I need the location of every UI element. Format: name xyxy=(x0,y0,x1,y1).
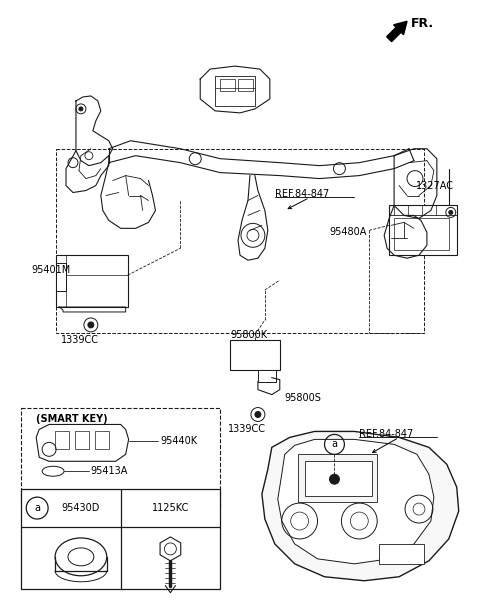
Text: 1339CC: 1339CC xyxy=(61,335,99,345)
Text: a: a xyxy=(332,439,337,449)
Polygon shape xyxy=(278,439,434,564)
Bar xyxy=(95,431,109,449)
Bar xyxy=(298,454,377,502)
Text: 95430D: 95430D xyxy=(62,503,100,513)
Text: 95480A: 95480A xyxy=(329,227,367,237)
Text: (SMART KEY): (SMART KEY) xyxy=(36,414,108,425)
Bar xyxy=(379,544,424,564)
Circle shape xyxy=(329,474,339,484)
Ellipse shape xyxy=(42,466,64,476)
Text: 95800K: 95800K xyxy=(230,330,267,340)
Text: 95800S: 95800S xyxy=(285,392,322,403)
Bar xyxy=(75,431,89,449)
Text: a: a xyxy=(34,503,40,513)
Bar xyxy=(220,79,235,91)
Ellipse shape xyxy=(55,538,107,576)
Bar xyxy=(215,76,255,106)
Bar xyxy=(389,206,457,255)
Bar xyxy=(55,431,69,449)
Bar xyxy=(56,149,424,333)
Bar xyxy=(305,461,372,496)
Text: 1327AC: 1327AC xyxy=(416,181,454,190)
Circle shape xyxy=(88,322,94,328)
Bar xyxy=(21,489,220,589)
Text: 95413A: 95413A xyxy=(91,466,128,476)
Text: REF.84-847: REF.84-847 xyxy=(360,430,414,439)
Bar xyxy=(21,408,220,507)
Text: 95440K: 95440K xyxy=(160,436,198,446)
Bar xyxy=(56,255,128,307)
Bar xyxy=(258,370,276,382)
Bar xyxy=(238,79,253,91)
Text: 95401M: 95401M xyxy=(31,265,71,275)
Polygon shape xyxy=(262,431,459,581)
Circle shape xyxy=(449,211,453,214)
Ellipse shape xyxy=(68,548,94,566)
Text: 1339CC: 1339CC xyxy=(228,425,266,435)
Circle shape xyxy=(79,107,83,111)
Text: 1125KC: 1125KC xyxy=(152,503,189,513)
Bar xyxy=(56,263,66,291)
Circle shape xyxy=(255,411,261,417)
FancyArrow shape xyxy=(387,21,407,42)
Bar xyxy=(394,218,449,250)
Text: FR.: FR. xyxy=(411,17,434,30)
Text: REF.84-847: REF.84-847 xyxy=(275,188,329,198)
Polygon shape xyxy=(36,425,129,461)
Bar xyxy=(230,340,280,370)
